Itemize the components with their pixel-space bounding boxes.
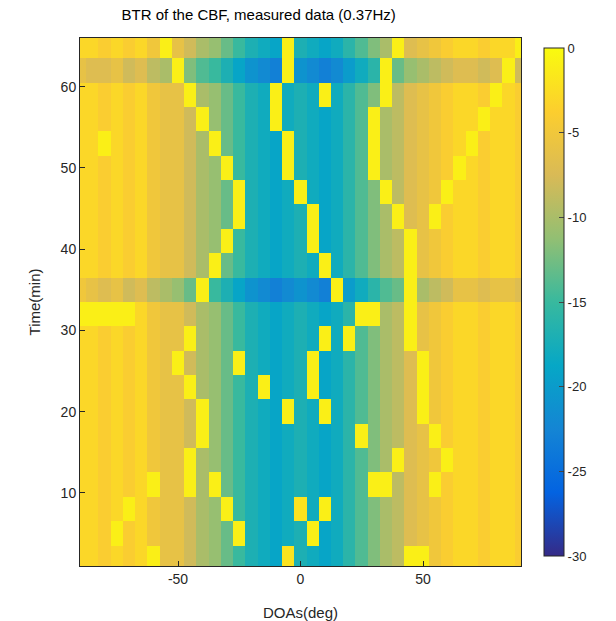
svg-text:40: 40 xyxy=(61,241,77,257)
svg-text:-50: -50 xyxy=(168,571,188,587)
svg-text:-5: -5 xyxy=(568,125,580,140)
svg-text:BTR of the CBF, measured data: BTR of the CBF, measured data (0.37Hz) xyxy=(122,6,396,23)
svg-text:-20: -20 xyxy=(568,379,587,394)
svg-text:-10: -10 xyxy=(568,210,587,225)
svg-text:DOAs(deg): DOAs(deg) xyxy=(263,604,338,621)
svg-text:60: 60 xyxy=(61,79,77,95)
svg-text:50: 50 xyxy=(415,571,431,587)
svg-text:0: 0 xyxy=(568,41,575,56)
svg-text:Time(min): Time(min) xyxy=(26,269,43,336)
svg-text:-30: -30 xyxy=(568,549,587,564)
svg-text:0: 0 xyxy=(297,571,305,587)
svg-text:-25: -25 xyxy=(568,464,587,479)
svg-text:-15: -15 xyxy=(568,295,587,310)
svg-text:30: 30 xyxy=(61,322,77,338)
svg-text:10: 10 xyxy=(61,485,77,501)
svg-text:50: 50 xyxy=(61,160,77,176)
svg-text:20: 20 xyxy=(61,404,77,420)
